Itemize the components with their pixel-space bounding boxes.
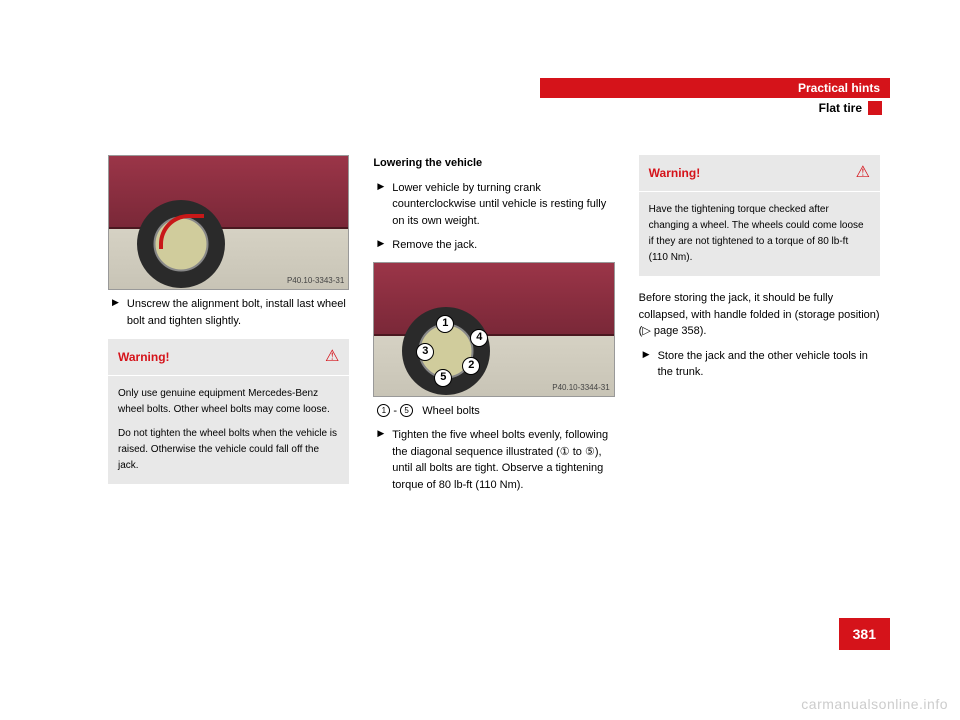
warning-title: Warning! bbox=[118, 348, 170, 366]
warning-box: Warning! ⚠ Have the tightening torque ch… bbox=[639, 155, 880, 276]
paragraph: Before storing the jack, it should be fu… bbox=[639, 290, 880, 340]
legend-text: Wheel bolts bbox=[422, 405, 479, 417]
step-text: Store the jack and the other vehicle too… bbox=[658, 348, 880, 381]
bullet-icon: ▶ bbox=[643, 348, 650, 381]
bullet-icon: ▶ bbox=[377, 180, 384, 230]
warning-icon: ⚠ bbox=[325, 345, 339, 369]
instruction-step: ▶ Unscrew the alignment bolt, install la… bbox=[112, 296, 349, 329]
column-3: Warning! ⚠ Have the tightening torque ch… bbox=[639, 155, 880, 501]
page-number: 381 bbox=[839, 618, 890, 650]
warning-text: Have the tightening torque checked after… bbox=[649, 202, 870, 266]
callout-5: 5 bbox=[434, 369, 452, 387]
warning-header: Warning! ⚠ bbox=[108, 339, 349, 375]
callout-3: 3 bbox=[416, 343, 434, 361]
section-title: Practical hints bbox=[540, 78, 890, 98]
bullet-icon: ▶ bbox=[377, 427, 384, 493]
content-columns: P40.10-3343-31 ▶ Unscrew the alignment b… bbox=[108, 155, 880, 501]
warning-body: Only use genuine equipment Mercedes-Benz… bbox=[108, 375, 349, 484]
step-text: Unscrew the alignment bolt, install last… bbox=[127, 296, 349, 329]
illustration-2: 1 4 3 2 5 P40.10-3344-31 bbox=[373, 262, 614, 397]
bullet-icon: ▶ bbox=[377, 237, 384, 254]
column-heading: Lowering the vehicle bbox=[373, 155, 614, 172]
warning-icon: ⚠ bbox=[856, 161, 870, 185]
warning-box: Warning! ⚠ Only use genuine equipment Me… bbox=[108, 339, 349, 484]
warning-body: Have the tightening torque checked after… bbox=[639, 191, 880, 276]
instruction-step: ▶ Lower vehicle by turning crank counter… bbox=[377, 180, 614, 230]
subsection-title: Flat tire bbox=[540, 98, 890, 118]
instruction-step: ▶ Store the jack and the other vehicle t… bbox=[643, 348, 880, 381]
warning-text: Only use genuine equipment Mercedes-Benz… bbox=[118, 386, 339, 418]
illustration-1: P40.10-3343-31 bbox=[108, 155, 349, 290]
warning-text: Do not tighten the wheel bolts when the … bbox=[118, 426, 339, 474]
illustration-caption: P40.10-3343-31 bbox=[287, 275, 344, 287]
step-text: Tighten the five wheel bolts evenly, fol… bbox=[392, 427, 614, 493]
bullet-icon: ▶ bbox=[112, 296, 119, 329]
legend-num: 1 bbox=[377, 404, 390, 417]
step-text: Remove the jack. bbox=[392, 237, 477, 254]
callout-4: 4 bbox=[470, 329, 488, 347]
instruction-step: ▶ Remove the jack. bbox=[377, 237, 614, 254]
warning-title: Warning! bbox=[649, 164, 701, 182]
column-2: Lowering the vehicle ▶ Lower vehicle by … bbox=[373, 155, 614, 501]
column-1: P40.10-3343-31 ▶ Unscrew the alignment b… bbox=[108, 155, 349, 501]
instruction-step: ▶ Tighten the five wheel bolts evenly, f… bbox=[377, 427, 614, 493]
legend: 1 - 5 Wheel bolts bbox=[377, 403, 614, 420]
step-text: Lower vehicle by turning crank countercl… bbox=[392, 180, 614, 230]
callout-1: 1 bbox=[436, 315, 454, 333]
legend-num: 5 bbox=[400, 404, 413, 417]
warning-header: Warning! ⚠ bbox=[639, 155, 880, 191]
watermark: carmanualsonline.info bbox=[801, 696, 948, 712]
illustration-caption: P40.10-3344-31 bbox=[552, 382, 609, 394]
page-header: Practical hints Flat tire bbox=[540, 78, 890, 118]
callout-2: 2 bbox=[462, 357, 480, 375]
